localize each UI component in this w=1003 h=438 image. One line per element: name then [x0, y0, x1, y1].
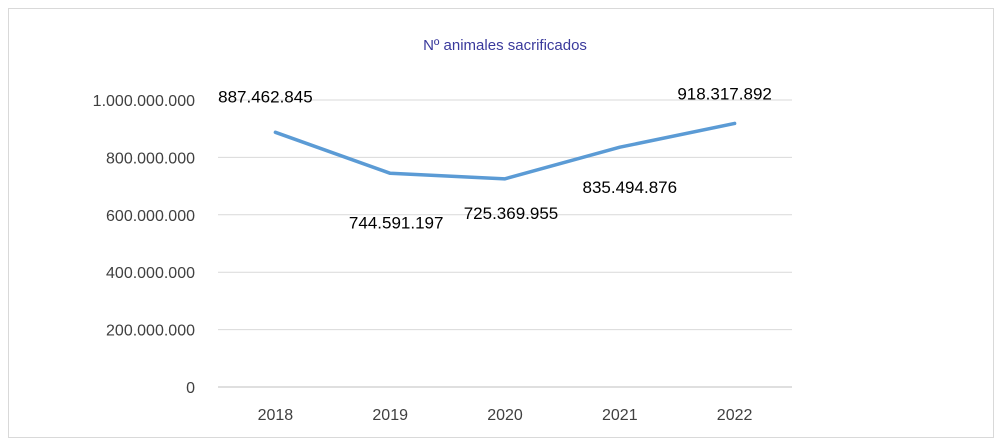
- x-tick-label: 2020: [487, 407, 523, 424]
- x-tick-label: 2018: [258, 407, 294, 424]
- y-tick-label: 600.000.000: [106, 208, 195, 225]
- data-label: 835.494.876: [583, 178, 678, 197]
- x-tick-label: 2021: [602, 407, 638, 424]
- y-tick-label: 400.000.000: [106, 265, 195, 282]
- series-line: [273, 121, 737, 181]
- x-tick-label: 2022: [717, 407, 753, 424]
- y-tick-label: 200.000.000: [106, 323, 195, 340]
- grid-lines: [218, 99, 792, 388]
- y-tick-label: 800.000.000: [106, 150, 195, 167]
- y-axis-ticks: 0 200.000.000 400.000.000 600.000.000 800.00…: [93, 93, 195, 397]
- data-label: 918.317.892: [677, 84, 772, 103]
- data-label: 744.591.197: [349, 213, 444, 232]
- x-tick-label: 2019: [372, 407, 408, 424]
- data-label: 725.369.955: [464, 204, 559, 223]
- data-label: 887.462.845: [218, 87, 313, 106]
- y-tick-label: 1.000.000.000: [93, 93, 195, 110]
- series-layer: [273, 121, 737, 181]
- data-labels: 887.462.845 744.591.197 725.369.955 835.494…: [218, 84, 772, 232]
- chart-title: Nº animales sacrificados: [423, 37, 587, 54]
- x-axis-ticks: 2018 2019 2020 2021 2022: [258, 407, 753, 424]
- chart-frame: [8, 8, 994, 438]
- y-tick-label: 0: [186, 380, 195, 397]
